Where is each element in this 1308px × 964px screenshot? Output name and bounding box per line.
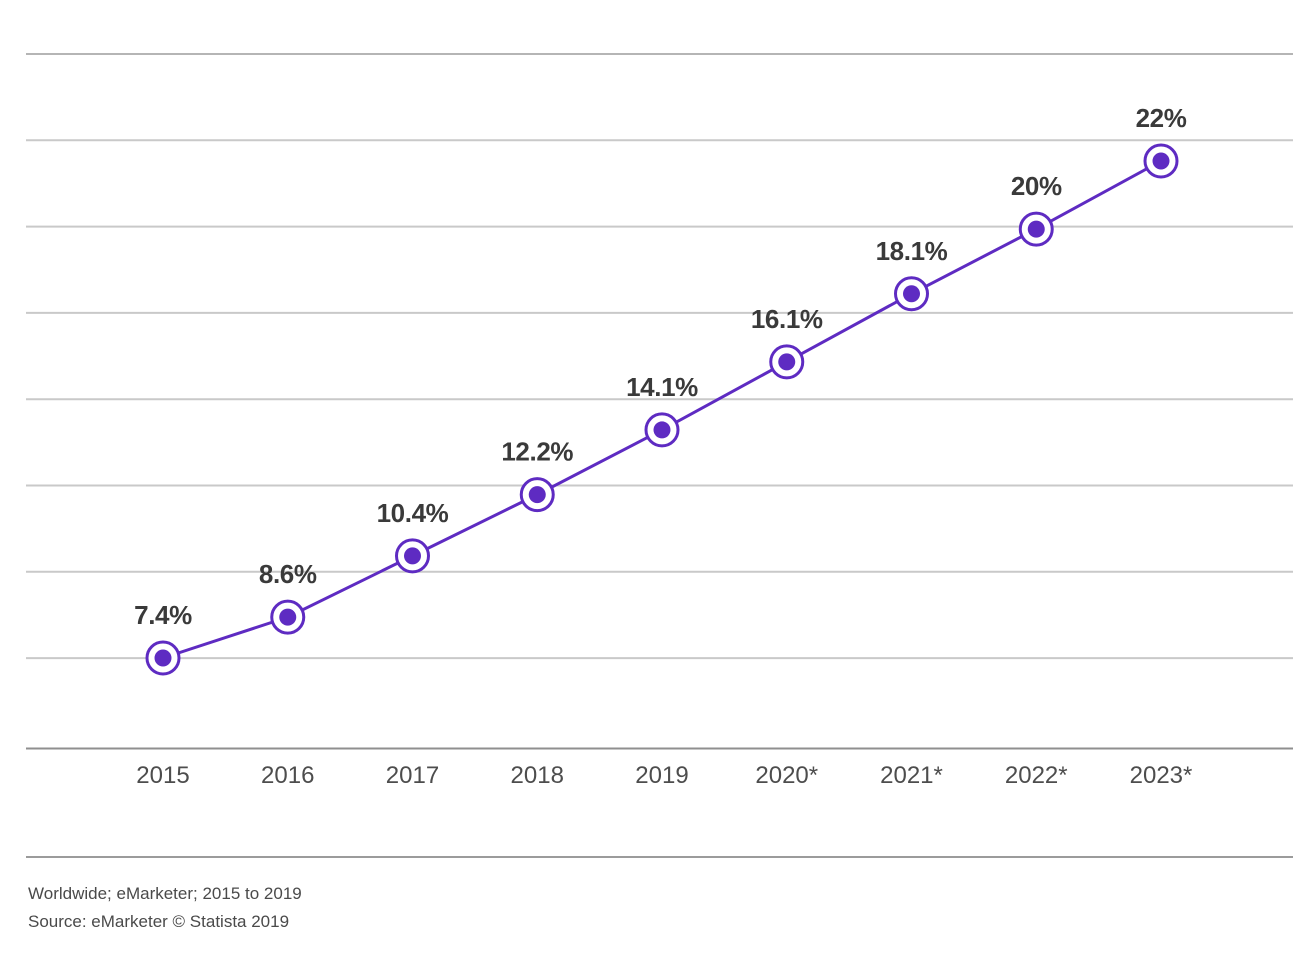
data-point-dot: [1027, 220, 1045, 238]
data-point-value-label: 12.2%: [501, 437, 573, 467]
data-point-dot: [1152, 152, 1170, 170]
data-point-value-label: 7.4%: [134, 600, 192, 630]
x-tick-label: 2018: [511, 762, 564, 789]
data-point-value-label: 8.6%: [259, 559, 317, 589]
footer-source: Source: eMarketer © Statista 2019: [28, 911, 290, 931]
data-point-value-label: 18.1%: [876, 236, 948, 266]
x-tick-label: 2015: [136, 762, 189, 789]
x-tick-label: 2020*: [755, 762, 818, 789]
x-tick-label: 2016: [261, 762, 314, 789]
data-point-dot: [528, 486, 546, 504]
data-point-value-label: 20%: [1011, 171, 1062, 201]
data-point-dot: [404, 547, 421, 565]
x-tick-label: 2023*: [1130, 762, 1193, 789]
data-point-dot: [154, 649, 172, 667]
x-tick-label: 2019: [635, 762, 688, 789]
chart-footer: Worldwide; eMarketer; 2015 to 2019 Sourc…: [28, 880, 302, 935]
data-point-value-label: 10.4%: [377, 498, 449, 528]
data-point-dot: [653, 421, 671, 439]
footer-note: Worldwide; eMarketer; 2015 to 2019: [28, 884, 302, 903]
data-point-value-label: 22%: [1136, 103, 1187, 133]
x-tick-label: 2022*: [1005, 762, 1068, 789]
data-point-dot: [778, 353, 796, 371]
x-tick-label: 2017: [386, 762, 439, 789]
data-point-value-label: 16.1%: [751, 304, 823, 334]
data-point-value-label: 14.1%: [626, 372, 698, 402]
data-point-dot: [903, 285, 920, 303]
x-tick-label: 2021*: [880, 762, 943, 789]
data-point-dot: [279, 608, 297, 626]
